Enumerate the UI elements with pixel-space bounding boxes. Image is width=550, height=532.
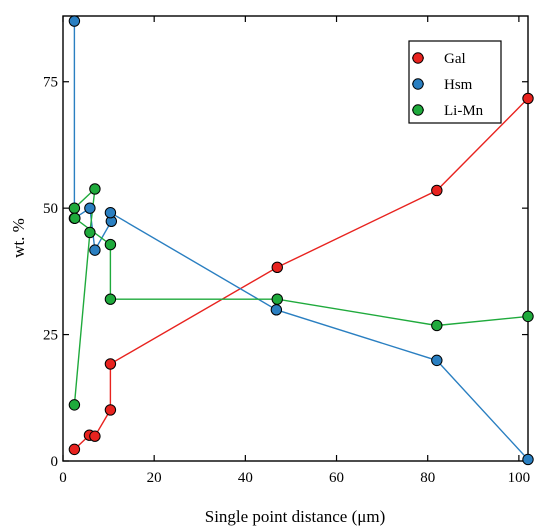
legend-marker-hsm [412, 78, 424, 90]
data-point-li-mn [68, 399, 81, 411]
legend-label-gal: Gal [444, 51, 466, 67]
x-tick-label: 0 [59, 470, 67, 486]
y-tick-label: 0 [51, 454, 59, 470]
x-tick-label: 20 [147, 470, 162, 486]
series-line-gal [73, 97, 529, 450]
y-tick-label: 75 [43, 75, 58, 91]
legend-box [408, 40, 502, 124]
data-point-hsm [89, 244, 101, 256]
data-point-hsm [84, 202, 96, 214]
series-points [68, 15, 534, 466]
y-tick-label: 25 [43, 328, 58, 344]
axis-ticks: 0 20 40 60 80 100 0 25 50 75 [43, 16, 530, 486]
data-point-gal [522, 92, 534, 105]
x-tick-label: 40 [238, 470, 253, 486]
legend-label-hsm: Hsm [444, 77, 473, 93]
x-axis-title: Single point distance (μm) [205, 507, 386, 526]
data-point-hsm [522, 453, 534, 466]
data-point-hsm [104, 207, 117, 219]
data-point-hsm [431, 354, 443, 367]
data-point-gal [89, 430, 101, 442]
data-point-li-mn [271, 293, 283, 305]
y-axis-title: wt. % [9, 218, 28, 258]
plot-frame [62, 15, 529, 462]
x-tick-label: 60 [329, 470, 344, 486]
data-point-hsm [270, 304, 283, 316]
data-point-li-mn [522, 310, 534, 323]
data-point-gal [431, 184, 443, 197]
data-point-gal [104, 358, 117, 370]
legend-label-li-mn: Li-Mn [444, 103, 484, 119]
legend-marker-gal [412, 52, 424, 64]
data-point-li-mn [69, 212, 81, 224]
data-point-li-mn [104, 238, 117, 251]
data-point-hsm [68, 15, 81, 27]
data-point-li-mn [68, 202, 81, 214]
legend-marker-li-mn [412, 104, 424, 116]
data-point-li-mn [431, 319, 443, 332]
data-point-li-mn [89, 183, 101, 195]
x-tick-label: 80 [420, 470, 435, 486]
data-point-li-mn [84, 226, 96, 239]
y-tick-label: 50 [43, 201, 58, 217]
x-tick-label: 100 [508, 470, 531, 486]
legend: Gal Hsm Li-Mn [408, 40, 502, 124]
series-line-li-mn [73, 187, 529, 405]
data-point-gal [68, 443, 81, 456]
data-point-gal [104, 404, 117, 416]
data-point-li-mn [104, 293, 117, 305]
data-point-gal [271, 261, 283, 274]
